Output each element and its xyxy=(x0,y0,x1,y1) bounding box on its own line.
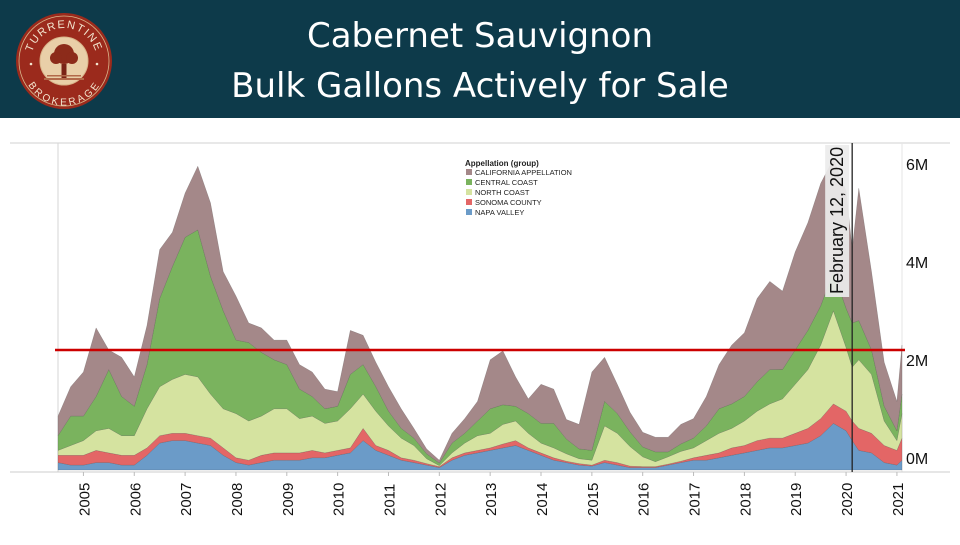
x-tick-2017: 2017 xyxy=(687,483,704,516)
x-tick-2008: 2008 xyxy=(229,483,246,516)
tree-icon xyxy=(44,44,84,80)
chart-container: 2005 2006 2007 2008 2009 2010 2011 2012 2013 2014… xyxy=(0,118,960,540)
legend-entry: CALIFORNIA APPELLATION xyxy=(475,168,572,177)
x-tick-2006: 2006 xyxy=(127,483,144,516)
legend-swatch xyxy=(466,189,472,195)
legend-entry: SONOMA COUNTY xyxy=(475,198,542,207)
x-tick-2018: 2018 xyxy=(737,483,754,516)
legend-entry: NAPA VALLEY xyxy=(475,208,524,217)
x-tick-2019: 2019 xyxy=(788,483,805,516)
annotation-label: February 12, 2020 xyxy=(827,147,847,294)
y-tick-labels: 0M 2M 4M 6M xyxy=(906,157,928,468)
legend-title: Appellation (group) xyxy=(465,159,539,168)
x-tick-2012: 2012 xyxy=(432,483,449,516)
area-series-group xyxy=(57,158,903,471)
x-tick-2014: 2014 xyxy=(534,483,551,516)
x-tick-2009: 2009 xyxy=(280,483,297,516)
title-line-1: Cabernet Sauvignon xyxy=(306,16,654,56)
legend-swatch xyxy=(466,209,472,215)
y-tick-0M: 0M xyxy=(906,451,928,468)
legend-swatch xyxy=(466,179,472,185)
x-tick-2010: 2010 xyxy=(331,483,348,516)
y-tick-4M: 4M xyxy=(906,255,928,272)
stacked-area-chart: 2005 2006 2007 2008 2009 2010 2011 2012 2013 2014… xyxy=(10,142,950,516)
x-tick-2013: 2013 xyxy=(483,483,500,516)
x-tick-2007: 2007 xyxy=(178,483,195,516)
x-tick-2005: 2005 xyxy=(76,483,93,516)
x-tick-2015: 2015 xyxy=(585,483,602,516)
annotation-label-box xyxy=(825,145,850,297)
area-california-appellation xyxy=(57,158,903,464)
turrentine-logo: TURRENTINE BROKERAGE xyxy=(15,12,113,110)
legend-swatch xyxy=(466,199,472,205)
x-tick-2021: 2021 xyxy=(890,483,907,516)
annotation-group: February 12, 2020 xyxy=(825,143,853,472)
x-tick-labels: 2005 2006 2007 2008 2009 2010 2011 2012 2013 2014… xyxy=(76,472,907,516)
y-tick-2M: 2M xyxy=(906,353,928,370)
title-line-2: Bulk Gallons Actively for Sale xyxy=(231,66,729,106)
legend-swatch xyxy=(466,169,472,175)
legend: Appellation (group) CALIFORNIA APPELLATI… xyxy=(465,159,572,217)
legend-entry: CENTRAL COAST xyxy=(475,178,538,187)
header-bar: TURRENTINE BROKERAGE Cabernet Sauvignon … xyxy=(0,0,960,118)
x-tick-2011: 2011 xyxy=(382,484,399,516)
x-tick-2020: 2020 xyxy=(839,483,856,516)
y-tick-6M: 6M xyxy=(906,157,928,174)
x-tick-2016: 2016 xyxy=(636,483,653,516)
legend-entry: NORTH COAST xyxy=(475,188,530,197)
